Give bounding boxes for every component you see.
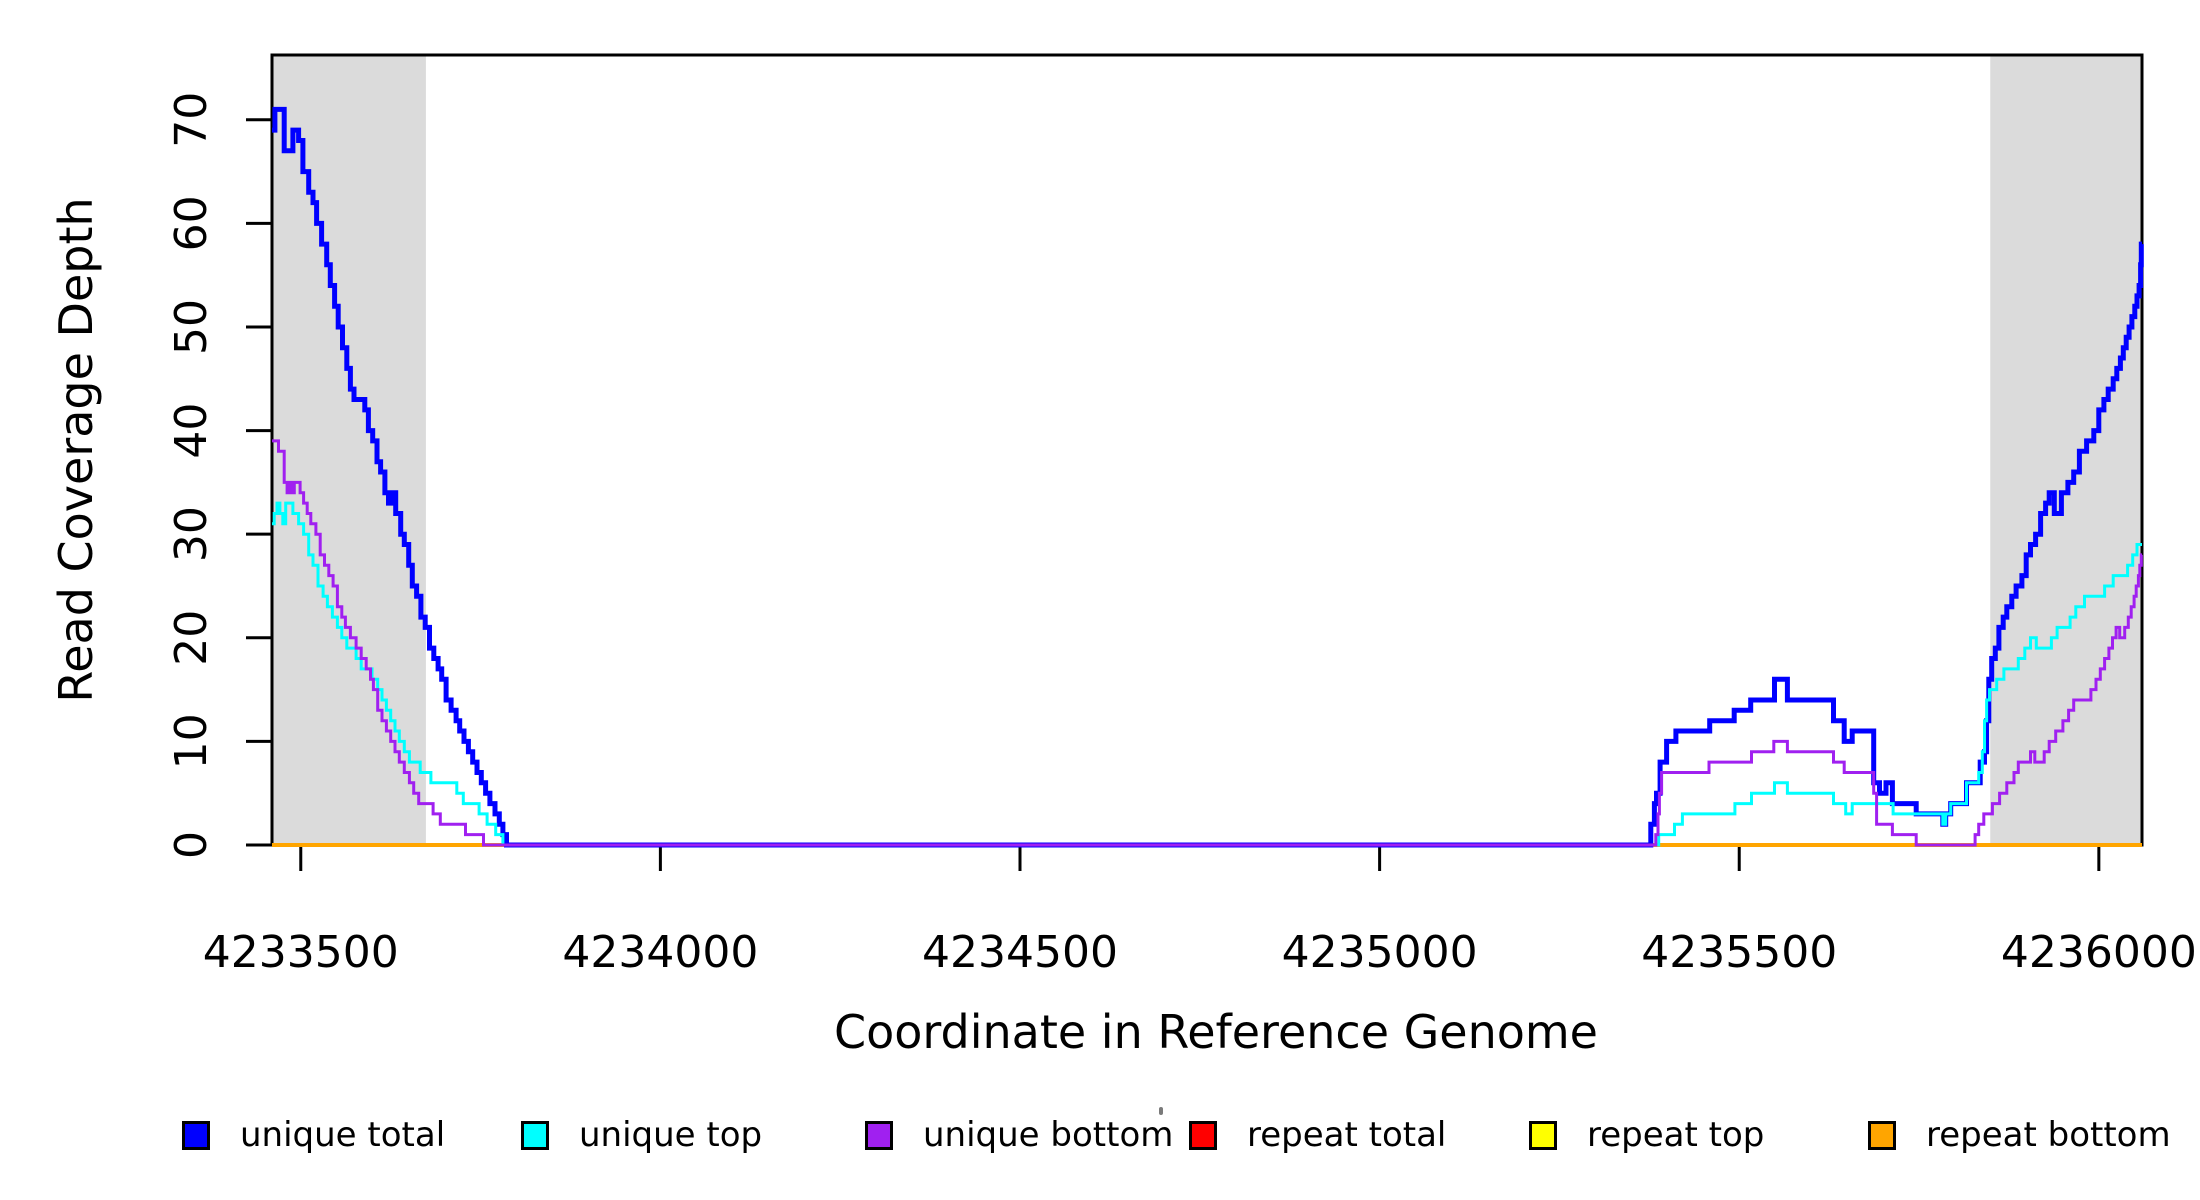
y-tick-label: 10 xyxy=(166,713,217,769)
y-tick-label: 0 xyxy=(166,831,217,859)
y-tick-label: 70 xyxy=(166,92,217,148)
plot-border xyxy=(270,53,2144,847)
x-tick-label: 4233500 xyxy=(203,927,399,978)
legend-swatch-unique-total xyxy=(182,1120,210,1150)
y-axis-title: Read Coverage Depth xyxy=(49,197,103,702)
legend-item-unique-top: unique top xyxy=(521,1115,763,1155)
y-tick-label: 60 xyxy=(166,195,217,251)
x-axis-title: Coordinate in Reference Genome xyxy=(834,1005,1598,1059)
legend-swatch-unique-bottom xyxy=(865,1120,893,1150)
legend-item-unique-total: unique total xyxy=(182,1115,446,1155)
legend-label: unique top xyxy=(579,1115,763,1155)
legend-item-repeat-bottom: repeat bottom xyxy=(1868,1115,2171,1155)
highlight-bands-layer xyxy=(272,55,2142,845)
axis-ticks-layer: 4233500 4234000 4234500 4235000 4235500 42360… xyxy=(166,92,2197,978)
y-tick-label: 30 xyxy=(166,506,217,562)
stray-mark xyxy=(1159,1107,1163,1115)
left-gray-band xyxy=(272,55,426,845)
legend-label: repeat bottom xyxy=(1926,1115,2171,1155)
right-gray-band xyxy=(1990,55,2142,845)
legend-swatch-repeat-top xyxy=(1529,1120,1557,1150)
x-tick-label: 4236000 xyxy=(2001,927,2197,978)
legend-swatch-unique-top xyxy=(521,1120,549,1150)
y-tick-label: 50 xyxy=(166,299,217,355)
series-line-unique-top xyxy=(272,501,2142,847)
x-tick-label: 4235500 xyxy=(1641,927,1837,978)
y-tick-label: 40 xyxy=(166,403,217,459)
legend-item-repeat-top: repeat top xyxy=(1529,1115,1765,1155)
legend-label: unique total xyxy=(240,1115,446,1155)
legend-swatch-repeat-bottom xyxy=(1868,1120,1896,1150)
series-line-unique-total xyxy=(272,106,2144,848)
x-tick-label: 4234000 xyxy=(562,927,758,978)
series-line-unique-bottom xyxy=(272,439,2143,847)
legend-label: repeat total xyxy=(1247,1115,1447,1155)
legend-item-repeat-total: repeat total xyxy=(1189,1115,1447,1155)
x-tick-label: 4235000 xyxy=(1282,927,1478,978)
x-tick-label: 4234500 xyxy=(922,927,1118,978)
series-lines-layer xyxy=(272,106,2144,848)
legend-label: unique bottom xyxy=(923,1115,1174,1155)
legend-swatch-repeat-total xyxy=(1189,1120,1217,1150)
plot-box-layer xyxy=(270,53,2144,847)
y-tick-label: 20 xyxy=(166,610,217,666)
legend-item-unique-bottom: unique bottom xyxy=(865,1115,1174,1155)
legend-label: repeat top xyxy=(1587,1115,1765,1155)
